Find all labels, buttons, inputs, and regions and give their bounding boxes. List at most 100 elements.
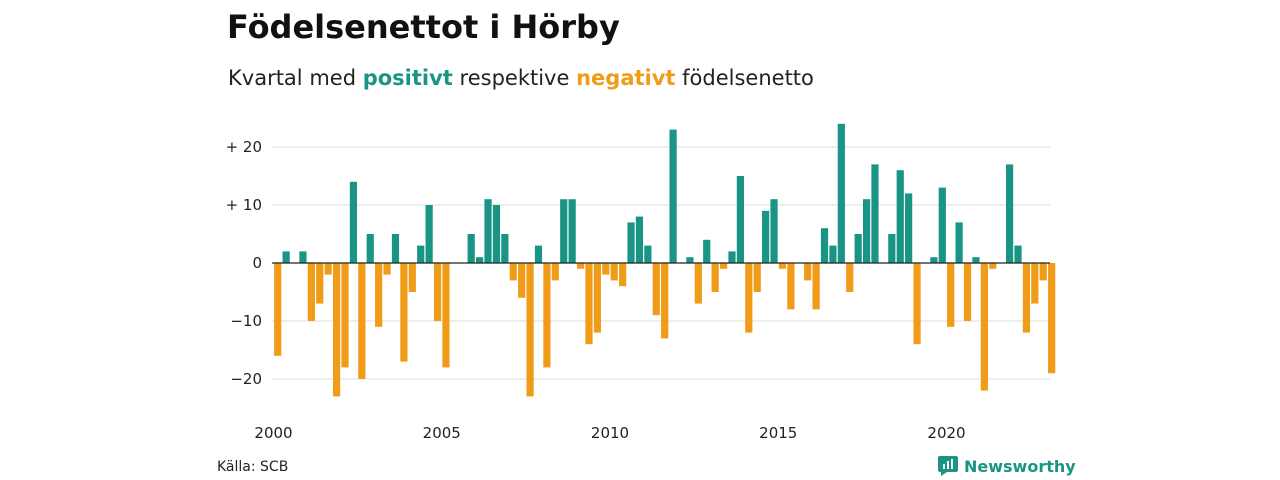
bar-negative [846, 263, 854, 292]
bar-negative [375, 263, 383, 327]
bar-positive [1014, 245, 1022, 263]
bar-positive [703, 239, 711, 263]
bar-negative [551, 263, 559, 281]
bar-negative [1048, 263, 1056, 374]
bar-positive [871, 164, 879, 263]
bar-negative [812, 263, 820, 310]
bar-negative [576, 263, 585, 269]
bar-positive [888, 234, 896, 263]
bar-negative [543, 263, 551, 368]
bar-positive [686, 257, 694, 263]
bar-negative [913, 263, 921, 345]
bar-positive [905, 193, 913, 263]
bar-negative [963, 263, 972, 321]
bar-positive [627, 222, 635, 263]
bar-negative [307, 263, 315, 321]
brand-logo: Newsworthy [938, 456, 1076, 476]
bar-negative [619, 263, 627, 287]
bar-positive [736, 176, 744, 263]
bar-negative [804, 263, 812, 281]
y-tick-label: + 10 [226, 196, 262, 214]
bar-negative [408, 263, 416, 292]
bar-negative [400, 263, 408, 362]
bar-negative [433, 263, 442, 321]
bar-negative [980, 263, 988, 391]
bar-negative [324, 263, 332, 275]
y-tick-label: + 20 [226, 138, 262, 156]
bar-negative [1039, 263, 1047, 281]
bar-positive [476, 257, 484, 263]
subtitle-positive-label: positivt [362, 66, 453, 90]
bar-positive [1005, 164, 1014, 263]
bar-positive [972, 257, 980, 263]
bar-positive [568, 199, 576, 263]
bar-positive [425, 205, 433, 263]
bar-positive [560, 199, 568, 263]
bar-positive [955, 222, 963, 263]
bar-positive [492, 205, 501, 263]
bar-positive [484, 199, 492, 263]
bar-positive [862, 199, 871, 263]
bar-positive [854, 234, 862, 263]
x-tick-label: 2015 [759, 424, 797, 442]
bar-positive [391, 234, 400, 263]
bar-negative [661, 263, 669, 339]
y-tick-label: −10 [230, 312, 262, 330]
bar-negative [694, 263, 702, 304]
bar-negative [947, 263, 955, 327]
bar-negative [442, 263, 450, 368]
bar-positive [829, 245, 837, 263]
x-tick-label: 2005 [423, 424, 461, 442]
bar-negative [518, 263, 526, 298]
axes: + 20 + 10 0 −10 −20 2000 2005 2010 2015 2020 [226, 138, 1050, 442]
bar-negative [509, 263, 517, 281]
bar-negative [602, 263, 610, 275]
bar-positive [349, 181, 358, 263]
chart-subtitle: Kvartal med positivt respektive negativt… [228, 66, 814, 90]
bar-negative [341, 263, 349, 368]
bar-negative [358, 263, 366, 379]
bar-positive [299, 251, 307, 263]
y-tick-label: −20 [230, 370, 262, 388]
subtitle-middle: respektive [459, 66, 570, 90]
bar-negative [652, 263, 660, 316]
bar-negative [316, 263, 324, 304]
bar-positive [896, 170, 904, 263]
y-tick-label: 0 [252, 254, 262, 272]
bar-negative [274, 263, 282, 356]
bar-positive [534, 245, 543, 263]
x-tick-label: 2020 [927, 424, 965, 442]
bar-positive [501, 234, 509, 263]
x-tick-label: 2010 [591, 424, 629, 442]
chart-title: Födelsenettot i Hörby [227, 8, 620, 46]
bar-negative [711, 263, 719, 292]
subtitle-prefix: Kvartal med [228, 66, 357, 90]
bar-positive [417, 245, 425, 263]
bar-negative [745, 263, 753, 333]
bar-negative [332, 263, 341, 397]
bar-negative [753, 263, 761, 292]
bar-negative [585, 263, 593, 345]
bar-positive [635, 216, 644, 263]
bar-positive [930, 257, 938, 263]
bar-negative [787, 263, 795, 310]
x-tick-label: 2000 [254, 424, 292, 442]
newsworthy-logo-icon [938, 456, 958, 476]
bar-positive [644, 245, 652, 263]
subtitle-suffix: födelsenetto [682, 66, 814, 90]
brand-name: Newsworthy [964, 456, 1076, 476]
bar-positive [770, 199, 778, 263]
bar-negative [610, 263, 618, 281]
bar-positive [837, 123, 845, 263]
bar-positive [669, 129, 677, 263]
bar-positive [467, 234, 475, 263]
bar-negative [593, 263, 601, 333]
bar-negative [989, 263, 997, 269]
bar-negative [1031, 263, 1039, 304]
bar-positive [282, 251, 290, 263]
bar-negative [383, 263, 391, 275]
bar-negative [526, 263, 534, 397]
bar-positive [366, 234, 374, 263]
bar-negative [719, 263, 728, 269]
